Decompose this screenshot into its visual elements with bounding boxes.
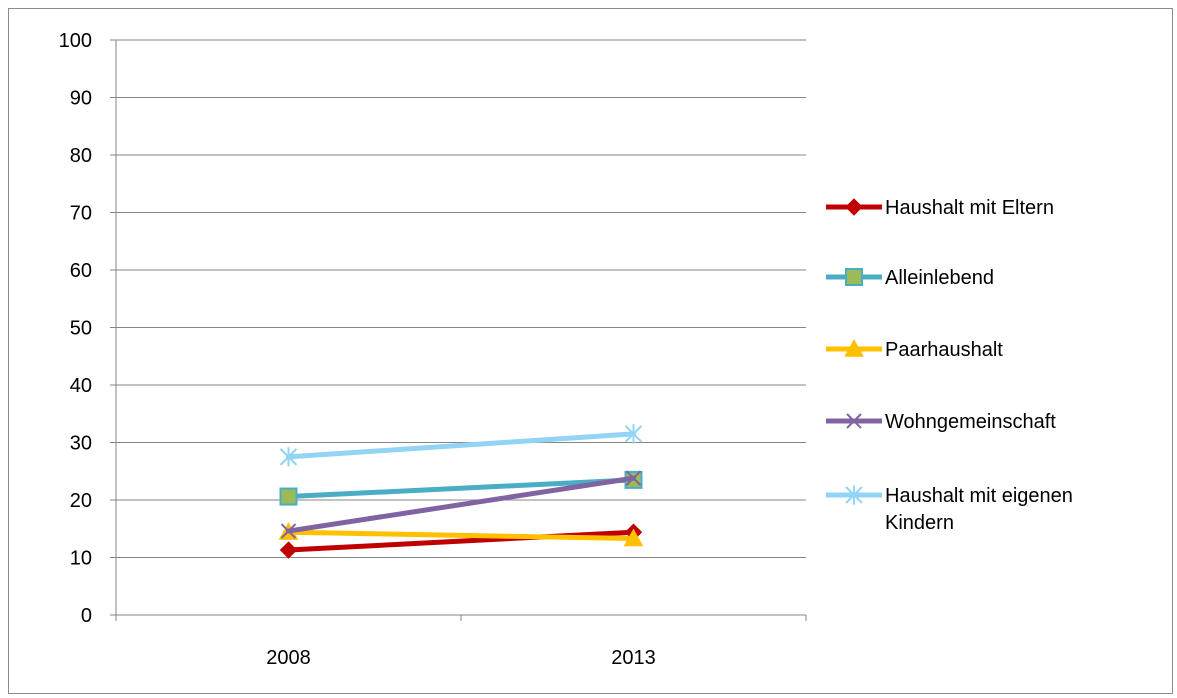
legend-marker-4	[846, 413, 862, 429]
series-1-point	[279, 541, 298, 559]
legend-marker-2	[845, 268, 863, 286]
legend: Haushalt mit Eltern Alleinlebend Paarhaush…	[826, 197, 1073, 534]
series-2-line	[286, 477, 636, 500]
chart-frame	[8, 8, 1173, 694]
y-tick-label: 60	[70, 260, 92, 282]
legend-label-3: Paarhaushalt	[885, 339, 1003, 361]
y-tick-label: 30	[70, 433, 92, 455]
series-4-line	[286, 475, 636, 534]
series-2-point	[279, 487, 298, 506]
y-tick-label: 80	[70, 145, 92, 167]
y-tick-label: 50	[70, 318, 92, 340]
series-4-point	[280, 523, 297, 539]
legend-label-5: Haushalt mit eigenen Kindern	[885, 485, 1073, 534]
gridlines	[110, 39, 806, 616]
y-tick-label: 10	[70, 548, 92, 570]
legend-marker-3	[844, 338, 864, 357]
x-axis: 2008 2013	[115, 614, 807, 669]
series-5-point	[624, 424, 643, 444]
x-tick-label: 2008	[266, 647, 311, 669]
series-3-point	[623, 528, 644, 547]
y-tick-label: 100	[59, 30, 92, 52]
legend-marker-1	[845, 198, 863, 216]
legend-marker-5	[845, 485, 863, 505]
x-tick-label: 2013	[611, 647, 656, 669]
y-axis: 0 10 20 30 40 50 60 70 80 90 100	[59, 30, 117, 627]
series-5-point	[279, 447, 298, 467]
series-3-line	[286, 529, 636, 542]
y-tick-label: 40	[70, 375, 92, 397]
legend-label-4: Wohngemeinschaft	[885, 411, 1056, 433]
series-4-point	[625, 470, 642, 486]
y-tick-label: 70	[70, 203, 92, 225]
y-tick-label: 20	[70, 490, 92, 512]
legend-label-2: Alleinlebend	[885, 267, 994, 289]
y-tick-label: 0	[81, 605, 92, 627]
series-group	[278, 424, 644, 559]
series-5-line	[286, 431, 636, 460]
y-tick-label: 90	[70, 88, 92, 110]
legend-label-1: Haushalt mit Eltern	[885, 197, 1054, 219]
